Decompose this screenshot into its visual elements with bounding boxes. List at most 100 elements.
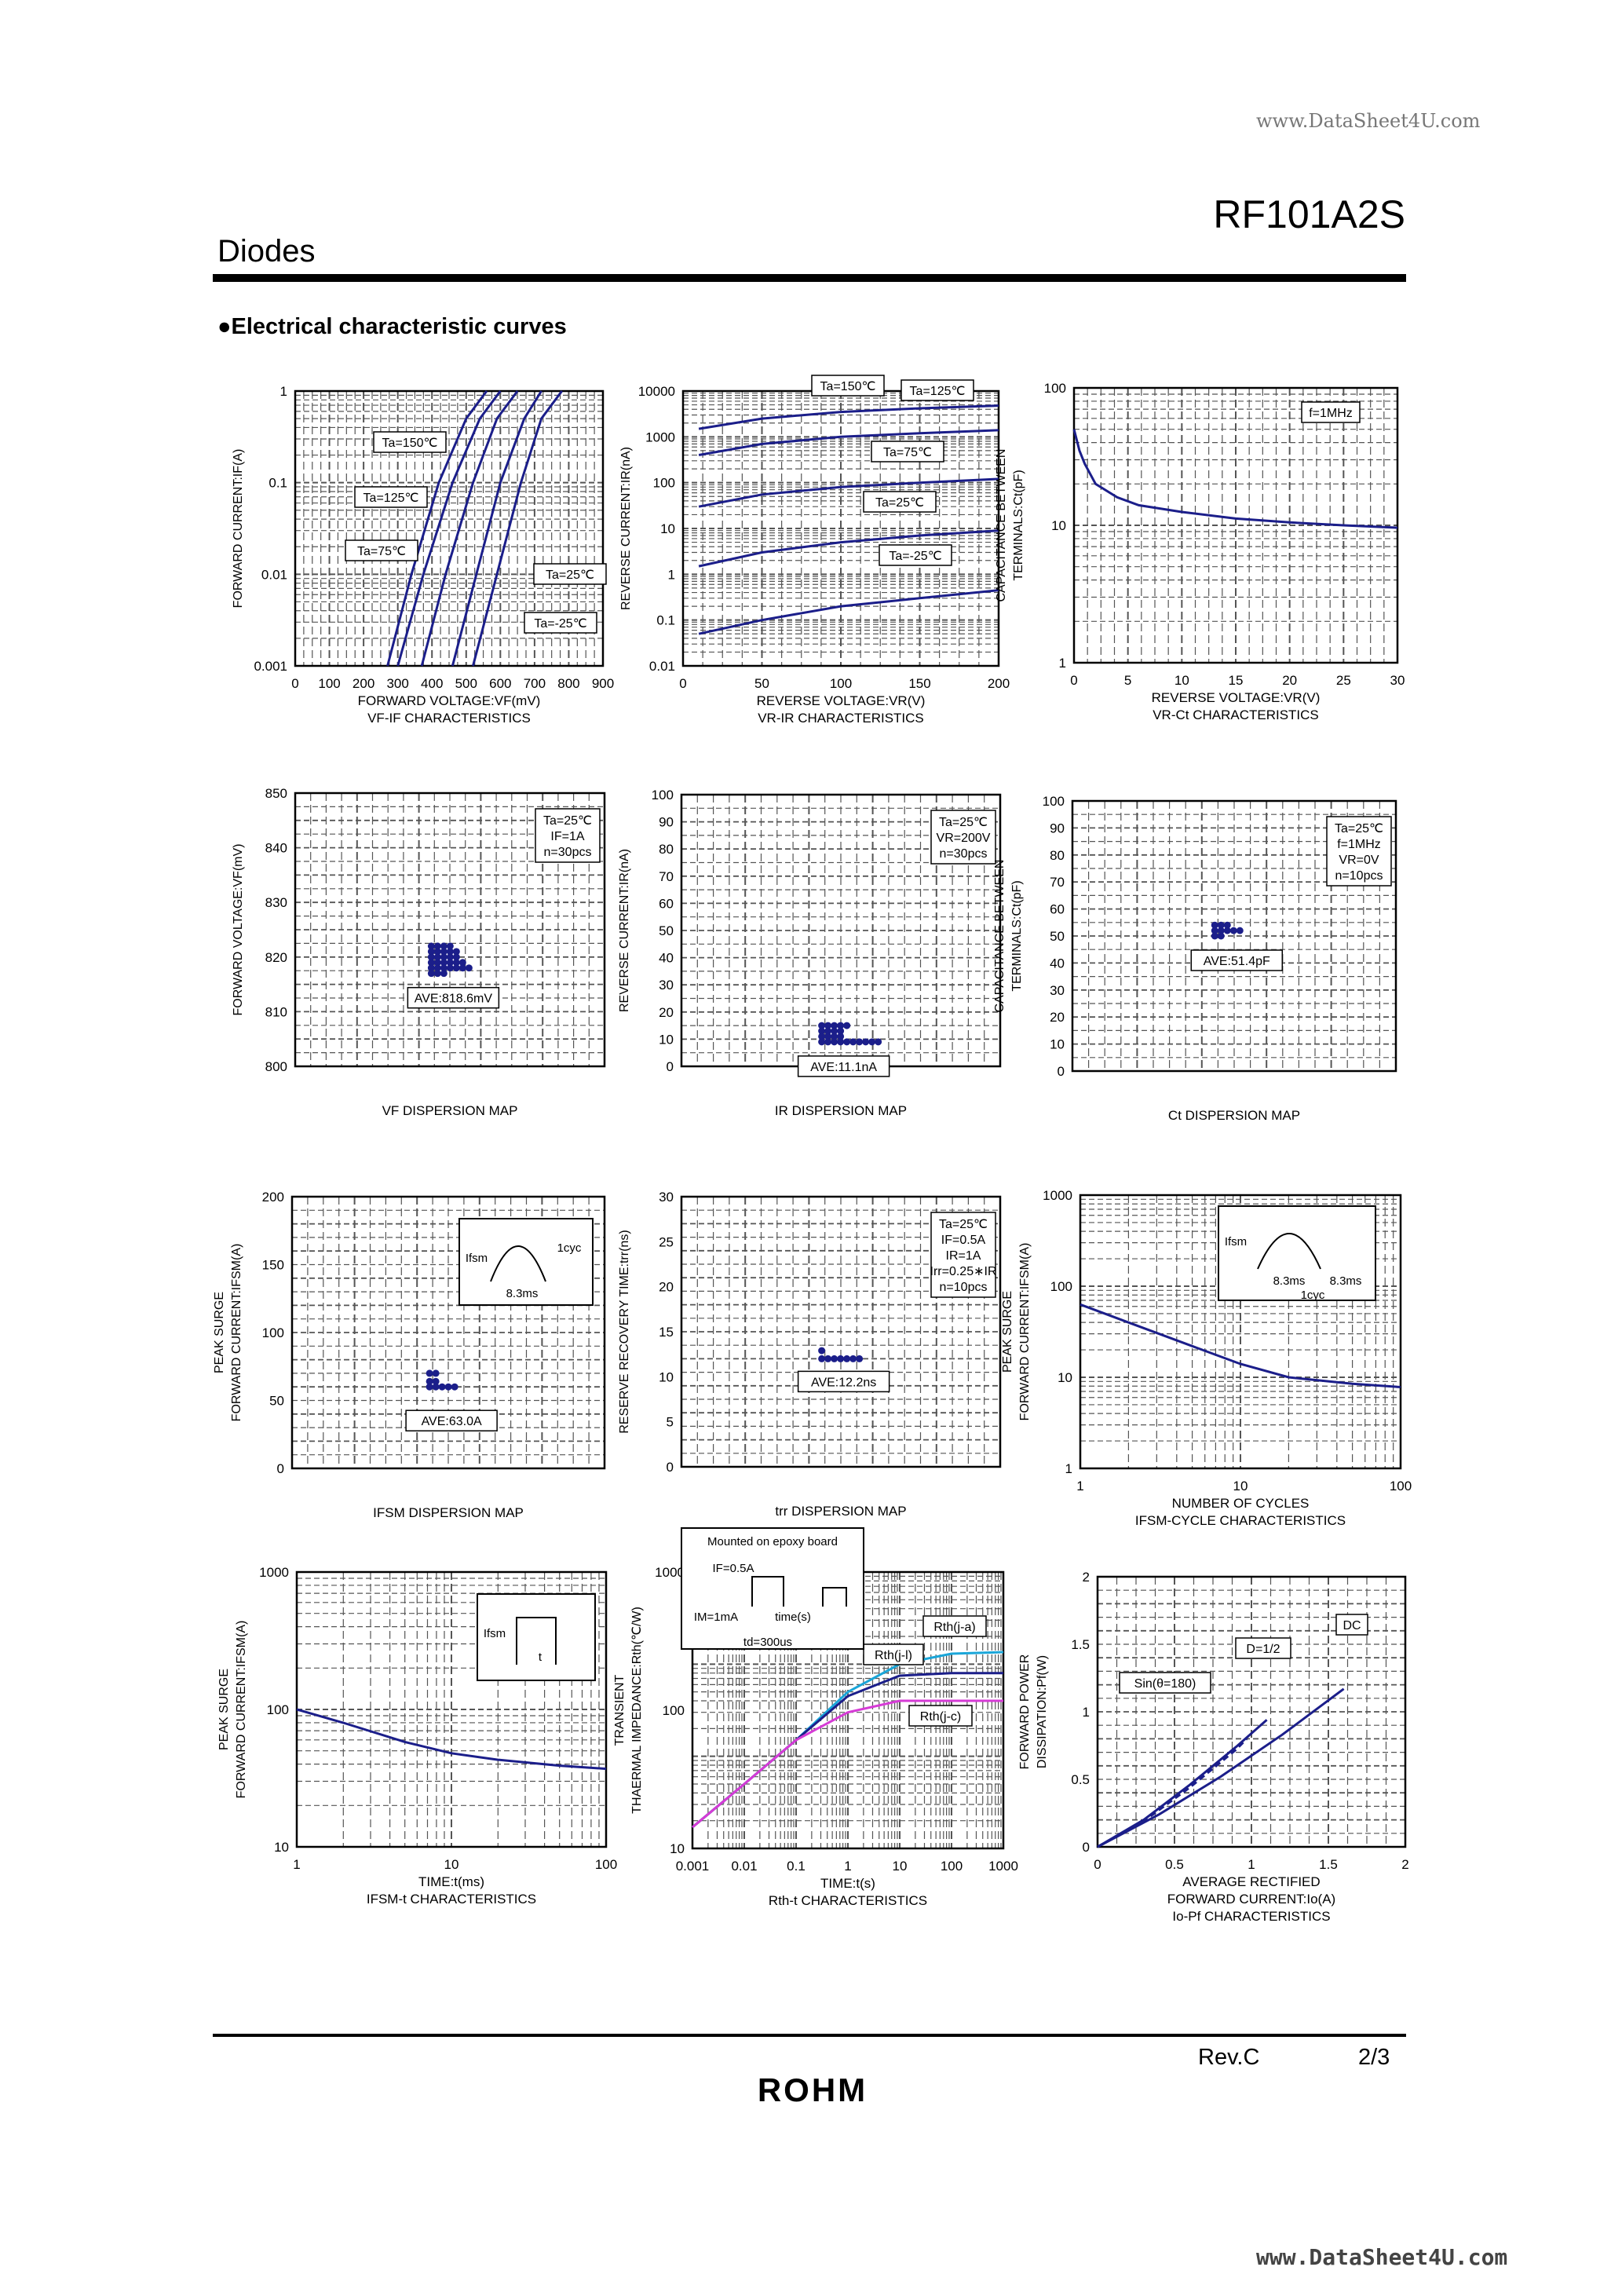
grid-vertical [1127, 1195, 1394, 1468]
ytick-label: 10 [1051, 518, 1066, 533]
ytick-label: 100 [267, 1702, 289, 1717]
data-point [837, 1038, 845, 1046]
ytick-label: 10 [660, 521, 675, 536]
chart-title: VF-IF CHARACTERISTICS [367, 711, 531, 726]
data-point [818, 1347, 826, 1355]
series-line [692, 1672, 1003, 1829]
x-axis-label: TIME:t(s) [820, 1876, 875, 1891]
ytick-label: 830 [265, 895, 287, 910]
y-axis-label: RESERVE RECOVERY TIME:trr(ns) [618, 1230, 631, 1433]
data-point [1211, 932, 1218, 940]
ytick-label: 0.001 [254, 659, 287, 674]
average-label: AVE:12.2ns [797, 1370, 890, 1393]
xtick-label: 50 [754, 676, 769, 691]
xtick-label: 15 [1229, 673, 1244, 688]
xtick-label: 600 [489, 676, 511, 691]
x-axis-label: TIME:t(ms) [418, 1874, 484, 1889]
data-point [440, 942, 448, 950]
series-line [472, 390, 563, 667]
condition-text: IF=1A [550, 830, 584, 843]
data-point [856, 1038, 864, 1046]
ytick-label: 100 [653, 476, 675, 491]
series-line [1097, 1687, 1345, 1848]
series-line [296, 1708, 607, 1771]
curve-label: Ta=25℃ [533, 563, 607, 585]
chart-title: VR-Ct CHARACTERISTICS [1153, 707, 1319, 722]
curve-label-text: Ta=75℃ [883, 446, 932, 459]
curve-label: Rth(j-l) [863, 1643, 924, 1665]
ytick-label: 90 [659, 815, 674, 830]
average-text: AVE:12.2ns [811, 1376, 876, 1389]
curve-label: D=1/2 [1235, 1637, 1291, 1659]
ytick-label: 810 [265, 1004, 287, 1019]
data-point [452, 959, 460, 967]
data-point [446, 942, 454, 950]
ytick-label: 0.1 [269, 476, 287, 491]
condition-text: Ta=25℃ [1335, 822, 1383, 835]
y-axis-label: PEAK SURGE [213, 1292, 226, 1373]
data-point [452, 964, 460, 972]
condition-text: n=10pcs [1335, 869, 1383, 883]
xtick-label: 10 [1233, 1479, 1248, 1493]
inset-text: 8.3ms [1273, 1274, 1306, 1288]
ytick-label: 30 [659, 978, 674, 993]
data-point [427, 948, 435, 956]
data-point [1217, 932, 1225, 940]
ytick-label: 10 [1050, 1037, 1065, 1052]
data-point [843, 1038, 851, 1046]
grid [1072, 813, 1396, 1058]
ytick-label: 10 [1058, 1370, 1072, 1385]
data-point [831, 1027, 838, 1035]
ytick-label: 60 [1050, 902, 1065, 917]
data-point [837, 1027, 845, 1035]
data-point [837, 1355, 845, 1362]
condition-text: Ta=25℃ [543, 814, 592, 828]
y-axis-label: TRANSIENT [613, 1674, 627, 1746]
grid-vertical [307, 1197, 590, 1468]
y-axis-label: CAPACITANCE BETWEEN [993, 860, 1006, 1013]
grid-vertical [1116, 1577, 1387, 1847]
data-point [818, 1027, 826, 1035]
data-point [446, 959, 454, 967]
curve-label-text: DC [1343, 1619, 1361, 1632]
y-axis-label: TERMINALS:Ct(pF) [1010, 880, 1024, 991]
ytick-label: 70 [1050, 875, 1065, 890]
inset-text: time(s) [775, 1610, 811, 1624]
plot-frame [681, 389, 1000, 667]
chart-title: IFSM-t CHARACTERISTICS [367, 1892, 536, 1907]
xtick-label: 100 [941, 1859, 963, 1874]
average-text: AVE:11.1nA [810, 1061, 877, 1074]
data-point [1229, 927, 1237, 934]
curve-label-text: Ta=125℃ [363, 492, 419, 505]
plot-frame [1096, 1575, 1407, 1848]
grid-vertical [696, 1197, 985, 1467]
x-axis-label: AVERAGE RECTIFIED [1182, 1874, 1320, 1889]
curve-label-text: Rth(j-c) [920, 1710, 961, 1724]
rohm-logo: ROHM [746, 2071, 879, 2111]
xtick-label: 0.001 [676, 1859, 710, 1874]
data-point [440, 964, 448, 972]
ytick-label: 1 [1083, 1705, 1090, 1720]
ytick-label: 0 [667, 1059, 674, 1074]
grid-vertical [1087, 388, 1385, 663]
data-point [824, 1355, 832, 1362]
curve-label-text: Ta=25℃ [875, 496, 924, 510]
x-axis-label: FORWARD VOLTAGE:VF(mV) [358, 693, 541, 708]
chart-title: Rth-t CHARACTERISTICS [769, 1893, 927, 1908]
ytick-label: 10000 [638, 384, 675, 399]
condition-text: f=1MHz [1337, 838, 1381, 851]
condition-text: Irr=0.25∗IR [930, 1265, 997, 1278]
condition-box: Ta=25℃ IF=0.5A IR=1A Irr=0.25∗IR n=10pcs [930, 1212, 997, 1298]
grid [295, 394, 603, 639]
xtick-label: 2 [1401, 1857, 1408, 1872]
ytick-label: 0.1 [656, 613, 675, 628]
ytick-label: 30 [1050, 983, 1065, 998]
inset-text: 1cyc [557, 1241, 582, 1255]
data-point [1211, 927, 1218, 934]
ytick-label: 30 [659, 1190, 674, 1205]
y-axis-label: THAERMAL IMPEDANCE:Rth(℃/W) [630, 1607, 644, 1814]
